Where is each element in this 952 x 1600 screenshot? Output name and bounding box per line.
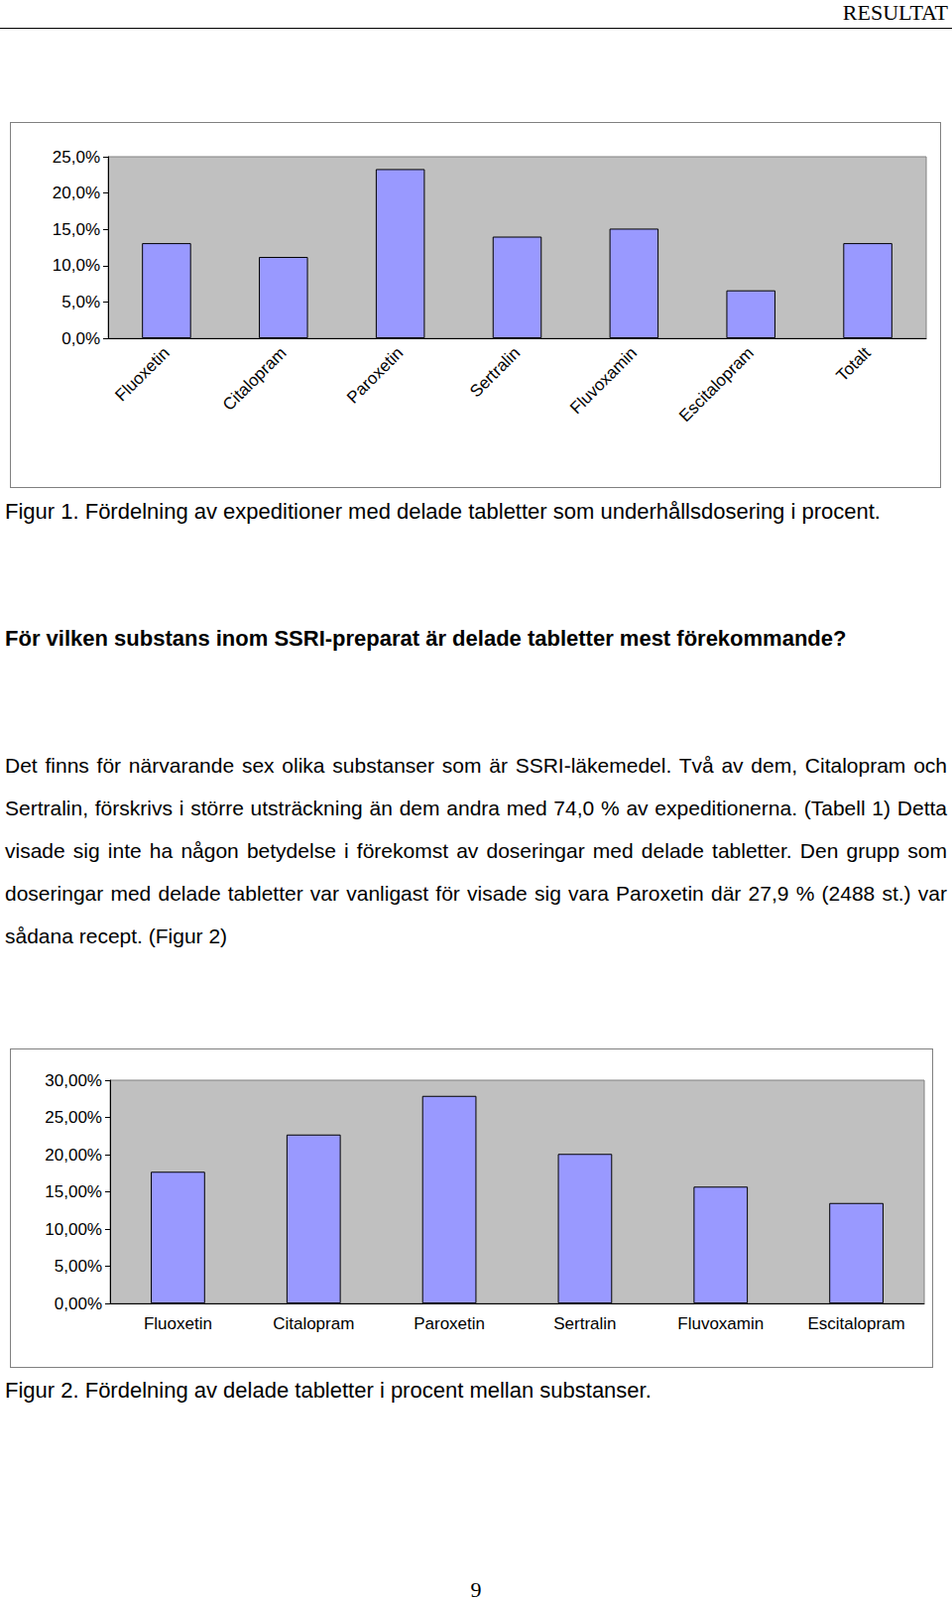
html-text:RESULTAT: RESULTAT	[842, 0, 949, 25]
svg-text:25,00%: 25,00%	[44, 1107, 103, 1127]
svg-text:10,00%: 10,00%	[44, 1219, 103, 1239]
svg-text:Escitalopram: Escitalopram	[807, 1313, 905, 1333]
svg-text:Fluvoxamin: Fluvoxamin	[566, 343, 641, 418]
svg-text:5,0%: 5,0%	[61, 292, 101, 312]
svg-text:20,00%: 20,00%	[44, 1145, 103, 1165]
svg-text:Fluvoxamin: Fluvoxamin	[677, 1313, 764, 1333]
svg-text:Citalopram: Citalopram	[219, 343, 291, 415]
svg-text:0,0%: 0,0%	[61, 329, 101, 349]
svg-text:Fluoxetin: Fluoxetin	[111, 343, 173, 405]
svg-text:Paroxetin: Paroxetin	[413, 1313, 485, 1333]
svg-text:Fluoxetin: Fluoxetin	[143, 1313, 213, 1333]
html-text:För vilken substans inom SSRI-: För vilken substans inom SSRI-preparat ä…	[4, 625, 847, 651]
svg-text:5,00%: 5,00%	[54, 1256, 103, 1276]
html-text:Figur 1. Fördelning av expedit: Figur 1. Fördelning av expeditioner med …	[4, 498, 881, 524]
svg-text:Citalopram: Citalopram	[272, 1313, 355, 1333]
svg-text:10,0%: 10,0%	[52, 255, 101, 275]
svg-text:30,00%: 30,00%	[44, 1071, 103, 1090]
svg-text:Sertralin: Sertralin	[553, 1313, 616, 1333]
svg-text:15,00%: 15,00%	[44, 1182, 103, 1201]
svg-text:Totalt: Totalt	[833, 343, 875, 385]
svg-text:Paroxetin: Paroxetin	[343, 343, 407, 407]
svg-text:Escitalopram: Escitalopram	[675, 343, 758, 426]
html-text:Figur 2. Fördelning av delade: Figur 2. Fördelning av delade tabletter …	[4, 1377, 652, 1403]
svg-text:Sertralin: Sertralin	[466, 343, 524, 401]
html-text:Det finns för närvarande sex o: Det finns för närvarande sex olika subst…	[4, 753, 948, 948]
svg-text:20,0%: 20,0%	[52, 183, 101, 203]
svg-text:25,0%: 25,0%	[52, 147, 101, 167]
svg-text:15,0%: 15,0%	[52, 220, 101, 239]
svg-text:0,00%: 0,00%	[54, 1294, 103, 1313]
